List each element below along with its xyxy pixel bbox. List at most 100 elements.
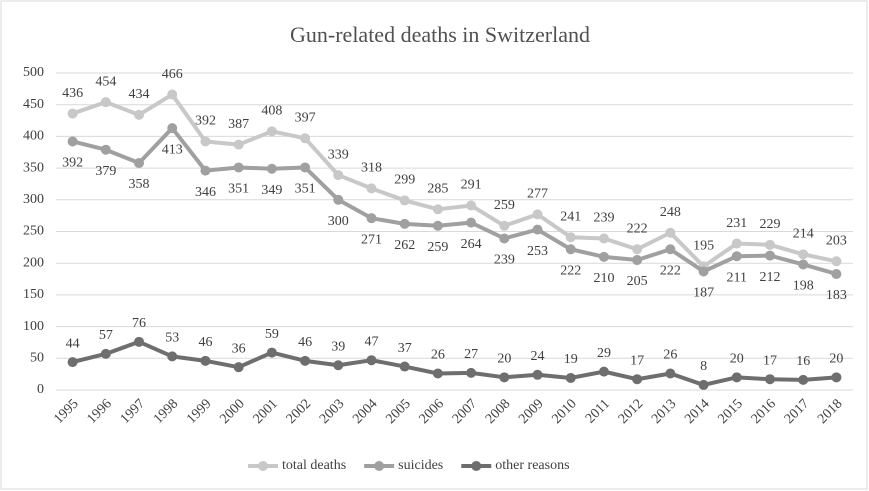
y-tick-label: 450 xyxy=(23,97,44,112)
data-label: 17 xyxy=(763,353,777,368)
y-tick-label: 0 xyxy=(37,382,44,397)
data-point xyxy=(598,366,609,377)
data-label: 285 xyxy=(427,182,448,197)
legend-label: other reasons xyxy=(495,458,569,473)
data-label: 46 xyxy=(198,335,212,350)
data-label: 262 xyxy=(394,238,415,253)
data-point xyxy=(333,194,344,205)
data-label: 239 xyxy=(593,211,614,226)
data-label: 20 xyxy=(497,352,511,367)
data-label: 259 xyxy=(427,240,448,255)
data-label: 195 xyxy=(693,239,714,254)
data-point xyxy=(167,351,178,362)
data-label: 259 xyxy=(494,198,515,213)
chart-title: Gun-related deaths in Switzerland xyxy=(290,22,590,47)
data-label: 241 xyxy=(560,209,581,224)
data-point xyxy=(399,361,410,372)
data-point xyxy=(200,136,211,147)
data-point xyxy=(134,109,145,120)
data-point xyxy=(565,232,576,243)
data-point xyxy=(499,233,510,244)
data-point xyxy=(200,165,211,176)
data-label: 16 xyxy=(796,354,810,369)
data-label: 20 xyxy=(730,352,744,367)
data-label: 211 xyxy=(727,270,747,285)
data-label: 47 xyxy=(364,334,378,349)
y-tick-label: 350 xyxy=(23,160,44,175)
data-label: 379 xyxy=(95,164,116,179)
data-label: 231 xyxy=(726,216,747,231)
data-point xyxy=(266,347,277,358)
data-point xyxy=(100,348,111,359)
legend-marker xyxy=(374,461,385,471)
data-label: 210 xyxy=(593,271,614,286)
data-label: 349 xyxy=(261,183,282,198)
data-point xyxy=(565,244,576,255)
data-label: 300 xyxy=(328,214,349,229)
data-label: 183 xyxy=(826,288,847,303)
data-label: 318 xyxy=(361,161,382,176)
data-label: 37 xyxy=(398,341,412,356)
data-label: 229 xyxy=(759,217,780,232)
data-label: 203 xyxy=(826,234,847,249)
data-point xyxy=(731,372,742,383)
data-label: 222 xyxy=(660,263,681,278)
data-point xyxy=(831,372,842,383)
legend-marker xyxy=(471,461,482,471)
data-point xyxy=(432,368,443,379)
data-point xyxy=(466,200,477,211)
data-point xyxy=(598,251,609,262)
data-point xyxy=(632,374,643,385)
data-label: 57 xyxy=(99,328,113,343)
data-point xyxy=(233,162,244,173)
y-tick-label: 50 xyxy=(30,351,44,366)
data-label: 408 xyxy=(261,104,282,119)
data-label: 212 xyxy=(759,270,780,285)
data-label: 17 xyxy=(630,353,644,368)
data-point xyxy=(266,163,277,174)
data-point xyxy=(764,374,775,385)
data-label: 299 xyxy=(394,173,415,188)
data-label: 351 xyxy=(295,182,316,197)
data-label: 29 xyxy=(597,346,611,361)
data-point xyxy=(134,158,145,169)
data-label: 24 xyxy=(531,349,545,364)
data-point xyxy=(100,144,111,155)
data-label: 187 xyxy=(693,286,714,301)
data-label: 20 xyxy=(829,352,843,367)
data-point xyxy=(333,360,344,371)
data-label: 253 xyxy=(527,244,548,259)
data-point xyxy=(532,209,543,220)
data-label: 392 xyxy=(62,156,83,171)
data-point xyxy=(100,97,111,108)
data-label: 358 xyxy=(129,177,150,192)
legend-marker xyxy=(258,461,268,471)
data-point xyxy=(632,244,643,255)
data-label: 8 xyxy=(700,359,707,374)
data-label: 59 xyxy=(265,327,279,342)
data-point xyxy=(698,266,709,277)
data-label: 239 xyxy=(494,253,515,268)
data-point xyxy=(333,170,344,181)
data-point xyxy=(499,372,510,383)
data-label: 346 xyxy=(195,185,216,200)
data-label: 36 xyxy=(232,341,246,356)
data-point xyxy=(466,367,477,378)
data-point xyxy=(798,259,809,270)
data-label: 76 xyxy=(132,316,146,331)
data-label: 264 xyxy=(461,237,482,252)
data-point xyxy=(134,336,145,347)
data-label: 26 xyxy=(431,348,445,363)
series-line xyxy=(72,126,837,276)
data-label: 387 xyxy=(228,117,249,132)
data-label: 214 xyxy=(793,227,814,242)
data-label: 392 xyxy=(195,114,216,129)
data-point xyxy=(366,183,377,194)
data-point xyxy=(499,220,510,231)
data-point xyxy=(598,233,609,244)
data-label: 39 xyxy=(331,339,345,354)
data-label: 19 xyxy=(564,352,578,367)
data-label: 434 xyxy=(129,87,150,102)
